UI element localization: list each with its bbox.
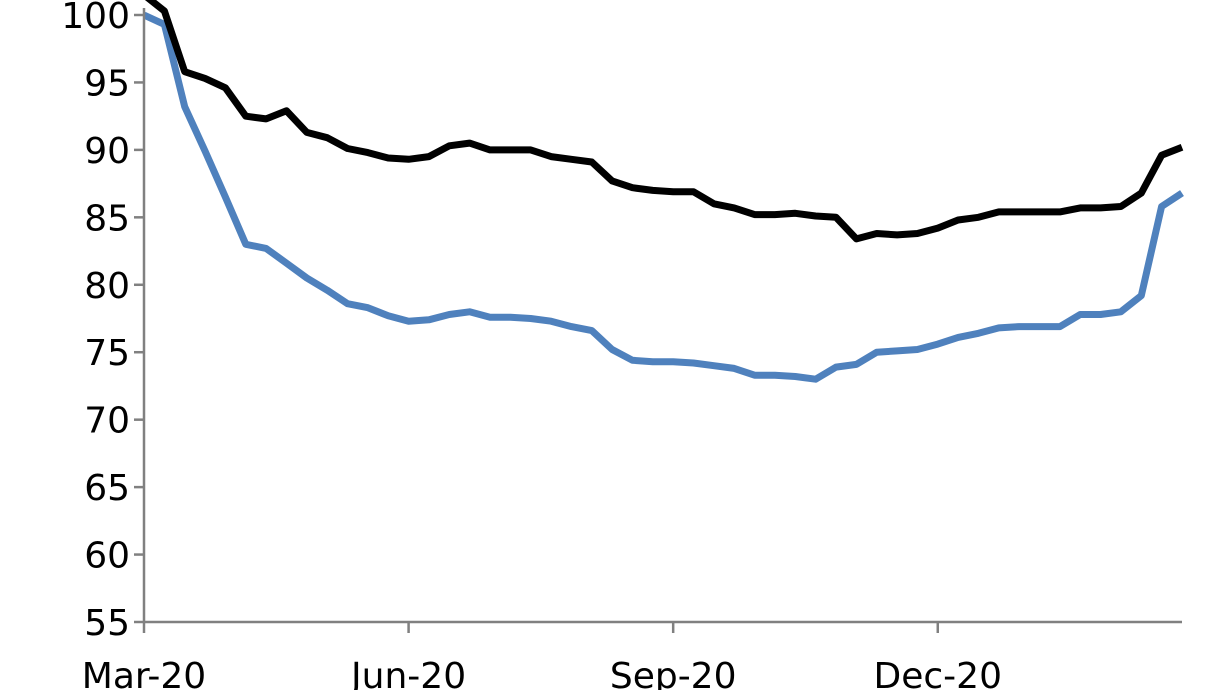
y-tick-label: 95	[84, 63, 130, 104]
labels-layer: 55 60 65 70 75 80 85 90 95 100 Mar-20 Jun-20 Sep-20 D…	[61, 0, 1002, 690]
series-line-1	[144, 11, 1184, 383]
x-tick-label: Jun-20	[349, 656, 466, 690]
y-tick-label: 90	[84, 131, 130, 172]
y-tick-label: 65	[84, 468, 130, 509]
y-tick-label: 80	[84, 266, 130, 307]
y-tick-label: 100	[61, 0, 130, 37]
y-tick-label: 85	[84, 198, 130, 239]
x-tick-label: Mar-20	[82, 656, 206, 690]
y-tick-label: 75	[84, 333, 130, 374]
x-tick-label: Sep-20	[610, 656, 737, 690]
y-tick-label: 55	[84, 603, 130, 644]
series-line-0	[144, 0, 1184, 243]
ticks-layer	[134, 13, 940, 633]
y-tick-label: 60	[84, 536, 130, 577]
axes-layer	[142, 8, 1182, 624]
x-tick-label: Dec-20	[874, 656, 1002, 690]
y-tick-label: 70	[84, 401, 130, 442]
series-layer	[144, 0, 1184, 383]
